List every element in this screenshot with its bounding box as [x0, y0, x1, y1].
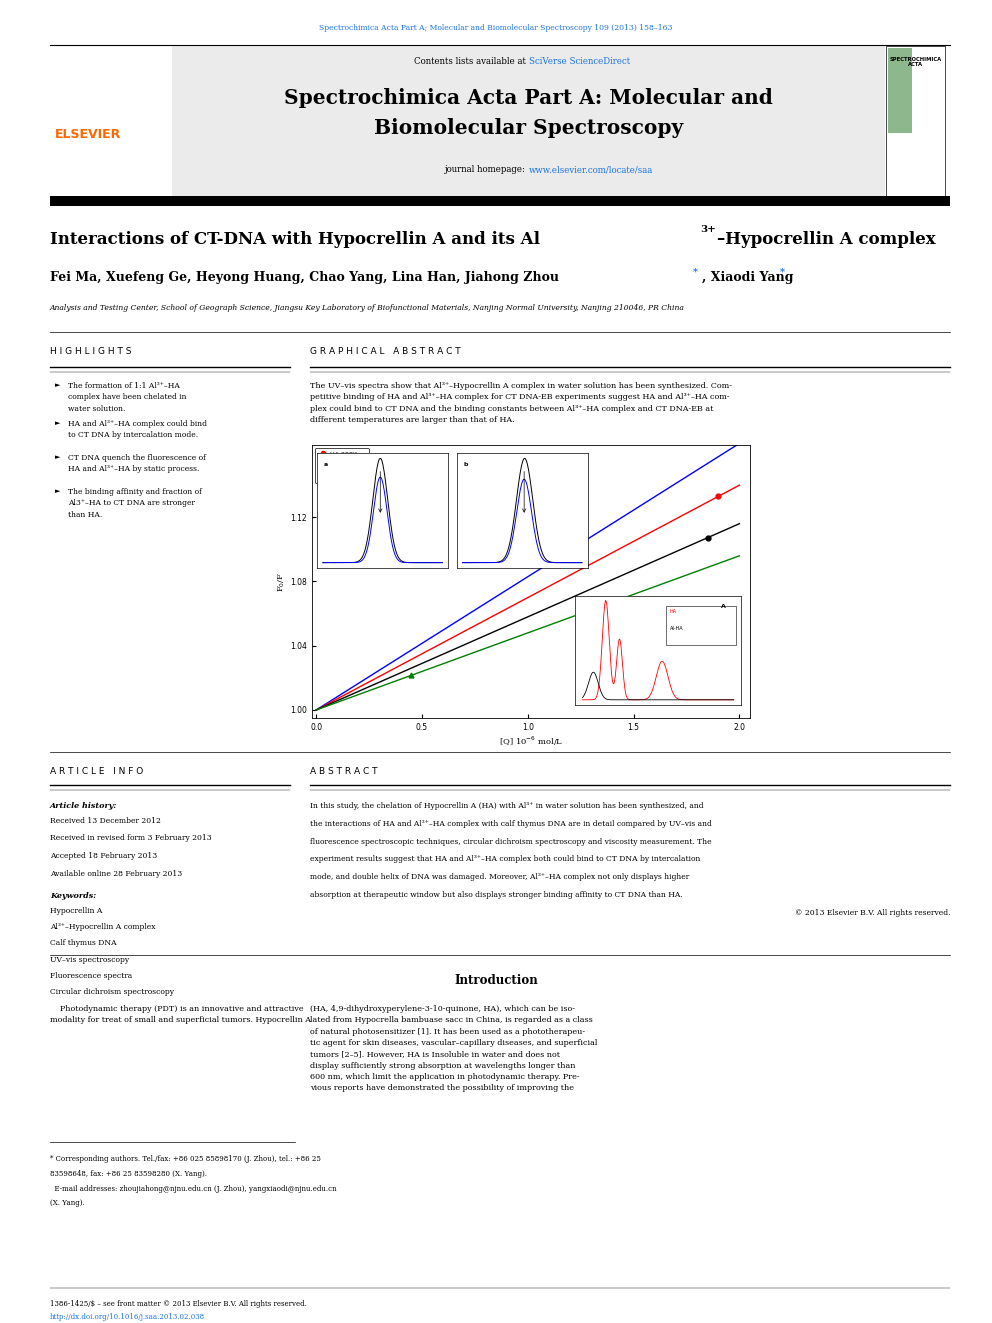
- Text: (X. Yang).: (X. Yang).: [50, 1200, 84, 1208]
- Text: HA: HA: [670, 609, 677, 614]
- Text: ►: ►: [55, 382, 61, 388]
- Text: Received 13 December 2012: Received 13 December 2012: [50, 818, 161, 826]
- Bar: [906, 48, 912, 134]
- Text: *: *: [693, 267, 698, 277]
- Text: Fluorescence spectra: Fluorescence spectra: [50, 972, 132, 980]
- Bar: [894, 48, 900, 134]
- Text: Interactions of CT-DNA with Hypocrellin A and its Al: Interactions of CT-DNA with Hypocrellin …: [50, 232, 540, 249]
- Bar: [172, 46, 885, 197]
- Text: fluorescence spectroscopic techniques, circular dichroism spectroscopy and visco: fluorescence spectroscopic techniques, c…: [310, 837, 711, 845]
- Text: Spectrochimica Acta Part A; Molecular and Biomolecular Spectroscopy 109 (2013) 1: Spectrochimica Acta Part A; Molecular an…: [319, 24, 673, 32]
- Text: Al³⁺–Hypocrellin A complex: Al³⁺–Hypocrellin A complex: [50, 923, 156, 931]
- Text: Received in revised form 3 February 2013: Received in revised form 3 February 2013: [50, 835, 211, 843]
- Text: (HA, 4,9-dihydroxyperylene-3-10-quinone, HA), which can be iso-
lated from Hypoc: (HA, 4,9-dihydroxyperylene-3-10-quinone,…: [310, 1005, 597, 1091]
- Text: Article history:: Article history:: [50, 802, 117, 810]
- Text: *: *: [780, 267, 785, 277]
- Text: 3+: 3+: [700, 225, 716, 234]
- Text: The UV–vis spectra show that Al³⁺–Hypocrellin A complex in water solution has be: The UV–vis spectra show that Al³⁺–Hypocr…: [310, 382, 732, 423]
- Text: experiment results suggest that HA and Al³⁺–HA complex both could bind to CT DNA: experiment results suggest that HA and A…: [310, 856, 700, 864]
- Text: www.elsevier.com/locate/saa: www.elsevier.com/locate/saa: [529, 165, 653, 175]
- Text: Al-HA: Al-HA: [670, 626, 683, 631]
- Text: 1386-1425/$ – see front matter © 2013 Elsevier B.V. All rights reserved.: 1386-1425/$ – see front matter © 2013 El…: [50, 1301, 307, 1308]
- Text: SPECTROCHIMICA
ACTA: SPECTROCHIMICA ACTA: [890, 57, 941, 67]
- Text: * Corresponding authors. Tel./fax: +86 025 85898170 (J. Zhou), tel.: +86 25: * Corresponding authors. Tel./fax: +86 0…: [50, 1155, 320, 1163]
- Bar: [900, 48, 906, 134]
- Y-axis label: F$_0$/F: F$_0$/F: [277, 572, 288, 591]
- Text: UV–vis spectroscopy: UV–vis spectroscopy: [50, 955, 129, 963]
- X-axis label: [Q] 10$^{-6}$ mol/L: [Q] 10$^{-6}$ mol/L: [499, 734, 563, 747]
- Text: b: b: [463, 462, 467, 467]
- Text: SciVerse ScienceDirect: SciVerse ScienceDirect: [529, 57, 630, 66]
- Text: E-mail addresses: zhoujiahong@njnu.edu.cn (J. Zhou), yangxiaodi@njnu.edu.cn: E-mail addresses: zhoujiahong@njnu.edu.c…: [50, 1184, 336, 1192]
- Text: a: a: [323, 462, 327, 467]
- Text: HA and Al³⁺–HA complex could bind
to CT DNA by intercalation mode.: HA and Al³⁺–HA complex could bind to CT …: [68, 419, 207, 439]
- Text: Contents lists available at: Contents lists available at: [414, 57, 529, 66]
- Bar: [888, 48, 894, 134]
- Text: Available online 28 February 2013: Available online 28 February 2013: [50, 869, 183, 877]
- Bar: [886, 46, 945, 197]
- Text: Photodynamic therapy (PDT) is an innovative and attractive
modality for treat of: Photodynamic therapy (PDT) is an innovat…: [50, 1005, 311, 1024]
- Text: Circular dichroism spectroscopy: Circular dichroism spectroscopy: [50, 988, 174, 996]
- Text: ►: ►: [55, 454, 61, 460]
- Text: ►: ►: [55, 419, 61, 426]
- Text: G R A P H I C A L   A B S T R A C T: G R A P H I C A L A B S T R A C T: [310, 348, 460, 356]
- Text: 83598648, fax: +86 25 83598280 (X. Yang).: 83598648, fax: +86 25 83598280 (X. Yang)…: [50, 1170, 207, 1177]
- Text: A B S T R A C T: A B S T R A C T: [310, 767, 378, 777]
- Text: ELSEVIER: ELSEVIER: [55, 128, 121, 142]
- Text: Fei Ma, Xuefeng Ge, Heyong Huang, Chao Yang, Lina Han, Jiahong Zhou: Fei Ma, Xuefeng Ge, Heyong Huang, Chao Y…: [50, 271, 559, 284]
- Text: H I G H L I G H T S: H I G H L I G H T S: [50, 348, 132, 356]
- Text: Biomolecular Spectroscopy: Biomolecular Spectroscopy: [374, 118, 683, 138]
- Text: The formation of 1:1 Al³⁺–HA
complex have been chelated in
water solution.: The formation of 1:1 Al³⁺–HA complex hav…: [68, 382, 186, 413]
- Text: Calf thymus DNA: Calf thymus DNA: [50, 939, 117, 947]
- Text: http://dx.doi.org/10.1016/j.saa.2013.02.038: http://dx.doi.org/10.1016/j.saa.2013.02.…: [50, 1312, 205, 1320]
- Text: ►: ►: [55, 488, 61, 493]
- Text: journal homepage:: journal homepage:: [444, 165, 529, 175]
- Text: © 2013 Elsevier B.V. All rights reserved.: © 2013 Elsevier B.V. All rights reserved…: [795, 909, 950, 917]
- Text: Introduction: Introduction: [454, 974, 538, 987]
- Text: A: A: [721, 605, 726, 610]
- Text: absorption at therapeutic window but also displays stronger binding affinity to : absorption at therapeutic window but als…: [310, 890, 682, 900]
- Text: –Hypocrellin A complex: –Hypocrellin A complex: [717, 232, 935, 249]
- Bar: [50, 196, 950, 206]
- Bar: [667, 606, 736, 644]
- Text: Analysis and Testing Center, School of Geograph Science, Jiangsu Key Laboratory : Analysis and Testing Center, School of G…: [50, 304, 684, 312]
- Text: Keywords:: Keywords:: [50, 892, 96, 900]
- Text: CT DNA quench the fluorescence of
HA and Al³⁺–HA by static process.: CT DNA quench the fluorescence of HA and…: [68, 454, 206, 474]
- Text: Hypocrellin A: Hypocrellin A: [50, 908, 102, 916]
- Text: The binding affinity and fraction of
Al3⁺–HA to CT DNA are stronger
than HA.: The binding affinity and fraction of Al3…: [68, 488, 202, 519]
- Text: In this study, the chelation of Hypocrellin A (HA) with Al³⁺ in water solution h: In this study, the chelation of Hypocrel…: [310, 802, 703, 810]
- Text: the interactions of HA and Al³⁺–HA complex with calf thymus DNA are in detail co: the interactions of HA and Al³⁺–HA compl…: [310, 820, 712, 828]
- Text: mode, and double helix of DNA was damaged. Moreover, Al³⁺–HA complex not only di: mode, and double helix of DNA was damage…: [310, 873, 689, 881]
- Text: Spectrochimica Acta Part A: Molecular and: Spectrochimica Acta Part A: Molecular an…: [284, 89, 773, 108]
- Text: A R T I C L E   I N F O: A R T I C L E I N F O: [50, 767, 143, 777]
- Text: , Xiaodi Yang: , Xiaodi Yang: [702, 271, 794, 284]
- Legend: HA 298K, HA 310K, Al-HA 298K, Al-HA 310K: HA 298K, HA 310K, Al-HA 298K, Al-HA 310K: [315, 448, 368, 483]
- Text: Accepted 18 February 2013: Accepted 18 February 2013: [50, 852, 158, 860]
